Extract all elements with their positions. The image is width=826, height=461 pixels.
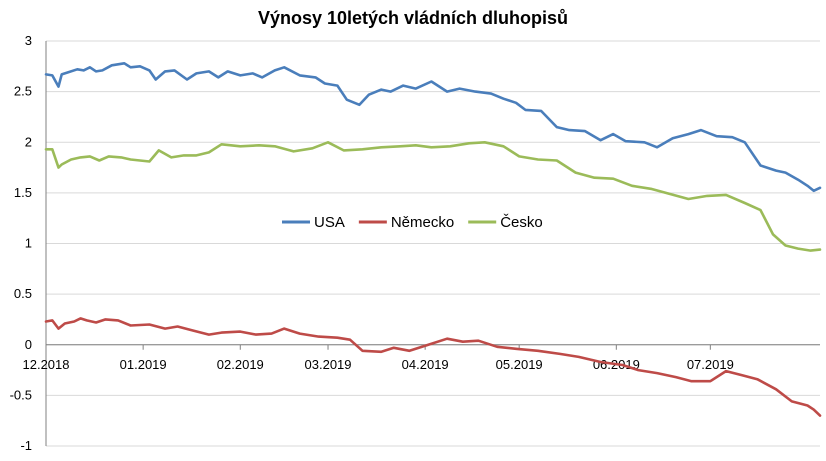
y-tick-label: 1.5 [14,185,32,200]
x-tick-label: 05.2019 [496,357,543,372]
x-tick-label: 03.2019 [305,357,352,372]
x-tick-label: 12.2018 [23,357,70,372]
x-tick-label: 02.2019 [217,357,264,372]
x-tick-label: 07.2019 [687,357,734,372]
legend: USA Německo Česko [282,214,543,231]
y-tick-label: -1 [20,438,32,453]
series-lines [44,61,822,417]
x-tick-label: 01.2019 [120,357,167,372]
y-tick-label: -0.5 [10,387,32,402]
series-line-česko [44,141,822,252]
y-tick-label: 0.5 [14,286,32,301]
y-tick-label: 1 [25,236,32,251]
chart-title: Výnosy 10letých vládních dluhopisů [258,8,568,28]
gridlines [46,40,820,447]
legend-label: Česko [500,214,543,231]
legend-label: USA [314,214,345,231]
y-tick-label: 0 [25,337,32,352]
x-tick-label: 04.2019 [402,357,449,372]
series-line-německo [44,317,822,417]
y-tick-label: 2 [25,134,32,149]
y-tick-label: 3 [25,33,32,48]
series-line-usa [44,61,822,193]
y-tick-label: 2.5 [14,84,32,99]
legend-label: Německo [391,214,454,231]
